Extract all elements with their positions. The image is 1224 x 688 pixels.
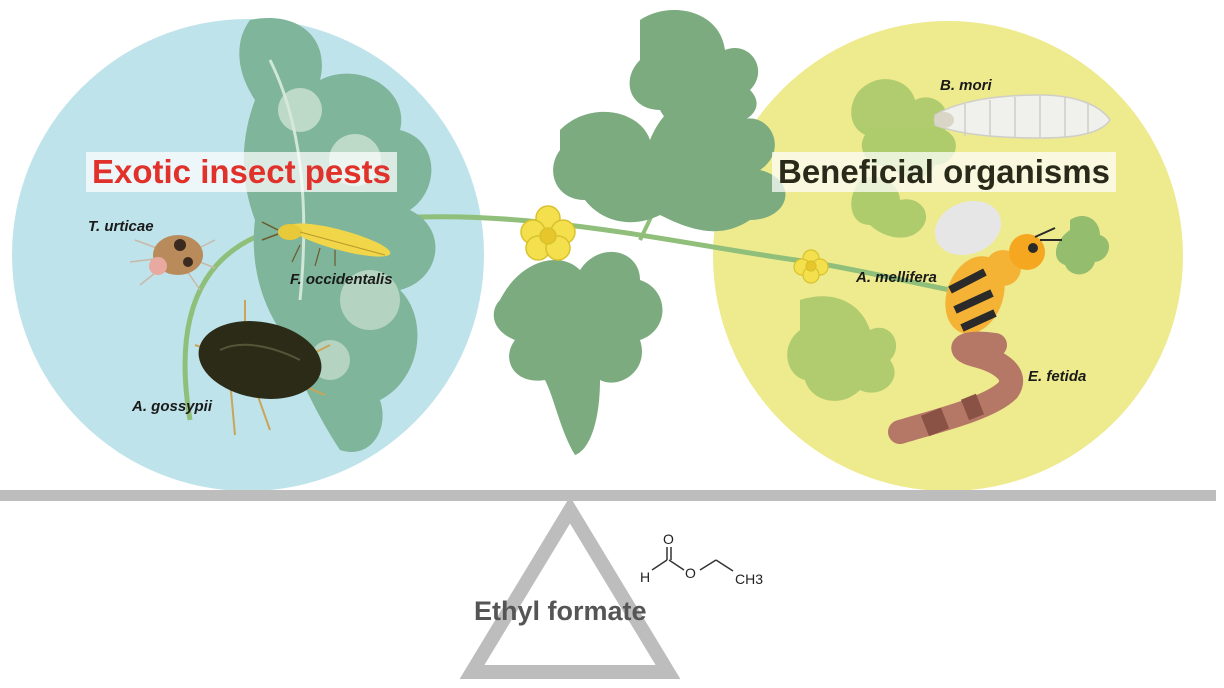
center-leaves (493, 10, 786, 455)
flower-right (793, 249, 829, 284)
thrips-illustration (261, 221, 391, 267)
atom-o-ester: O (685, 565, 696, 581)
label-e-fetida: E. fetida (1028, 368, 1087, 385)
label-t-urticae: T. urticae (88, 218, 154, 235)
bee-illustration (934, 200, 1062, 334)
pests-title: Exotic insect pests (86, 152, 397, 192)
balance-fulcrum (459, 496, 681, 679)
beneficial-title: Beneficial organisms (772, 152, 1116, 192)
label-a-gossypii: A. gossypii (132, 398, 213, 415)
earthworm-illustration (888, 331, 1023, 444)
mite-illustration (129, 235, 216, 291)
atom-h: H (640, 569, 651, 585)
label-b-mori: B. mori (940, 77, 992, 94)
aphid-illustration (194, 300, 331, 436)
compound-name: Ethyl formate (474, 596, 647, 626)
silkworm-illustration (934, 94, 1111, 139)
earthworm-band (920, 393, 985, 437)
atom-o-carbonyl: O (663, 531, 674, 547)
label-f-occidentalis: F. occidentalis (290, 271, 393, 288)
label-a-mellifera: A. mellifera (856, 269, 937, 286)
atom-ch3: CH3 (735, 571, 764, 587)
balance-beam (0, 490, 1216, 501)
ethyl-formate-structure (651, 547, 734, 572)
flower-center (520, 205, 576, 261)
